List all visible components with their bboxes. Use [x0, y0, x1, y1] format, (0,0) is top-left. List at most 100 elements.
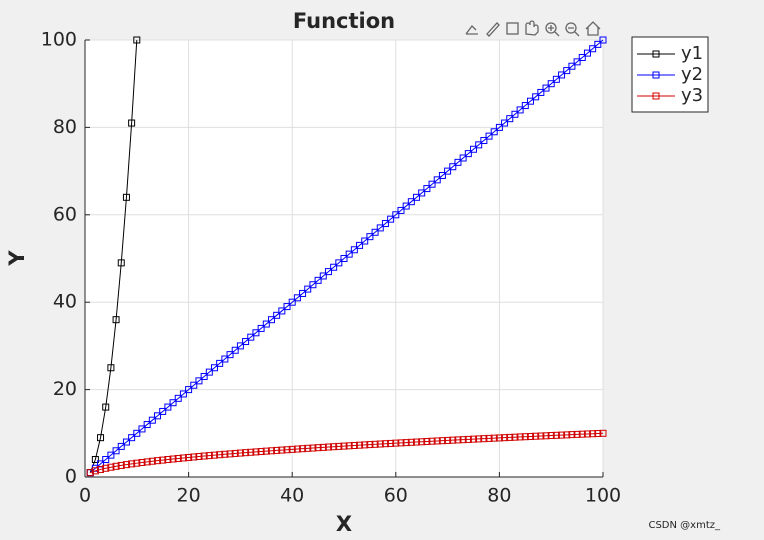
- marker: [138, 458, 146, 466]
- marker: [402, 202, 410, 210]
- y-tick-label: 20: [53, 378, 77, 400]
- marker: [480, 137, 488, 145]
- marker: [558, 71, 566, 79]
- marker: [319, 443, 327, 451]
- marker: [164, 456, 172, 464]
- marker: [568, 431, 576, 439]
- x-tick-label: 60: [384, 485, 408, 507]
- marker: [361, 441, 369, 449]
- marker: [578, 430, 586, 438]
- zoom-out-icon[interactable]: [565, 22, 577, 34]
- marker: [273, 446, 281, 454]
- marker: [309, 444, 317, 452]
- marker: [407, 198, 415, 206]
- legend-marker: [652, 92, 660, 100]
- datatip-icon[interactable]: [506, 22, 519, 35]
- marker: [444, 167, 452, 175]
- legend-marker: [652, 50, 660, 58]
- marker: [211, 364, 218, 372]
- marker: [148, 457, 156, 465]
- pan-icon[interactable]: [525, 20, 539, 36]
- x-axis-label: X: [336, 512, 352, 536]
- marker: [366, 233, 374, 241]
- marker: [174, 454, 182, 462]
- marker: [470, 435, 477, 443]
- marker: [133, 459, 141, 467]
- marker: [221, 450, 229, 458]
- marker: [381, 440, 389, 448]
- marker: [433, 437, 441, 445]
- marker: [164, 403, 172, 411]
- marker: [309, 281, 317, 289]
- marker: [112, 316, 120, 324]
- marker: [247, 448, 255, 456]
- marker: [470, 145, 477, 153]
- marker: [185, 386, 193, 394]
- home-icon[interactable]: [585, 21, 601, 36]
- y-tick-label: 0: [65, 466, 77, 488]
- marker: [324, 443, 332, 451]
- marker: [314, 276, 322, 284]
- marker: [381, 220, 389, 228]
- marker: [97, 434, 105, 442]
- marker: [371, 440, 379, 448]
- y-tick-label: 80: [53, 116, 77, 138]
- marker: [257, 448, 265, 456]
- marker: [102, 464, 110, 472]
- marker: [304, 444, 312, 452]
- marker: [205, 452, 213, 460]
- marker: [573, 58, 581, 66]
- marker: [200, 452, 208, 460]
- marker: [122, 193, 130, 201]
- marker: [267, 316, 275, 324]
- legend-marker: [652, 71, 660, 79]
- marker: [537, 88, 545, 96]
- marker: [117, 461, 125, 469]
- marker: [397, 439, 405, 447]
- marker: [350, 441, 358, 449]
- y-axis-label: Y: [5, 250, 29, 267]
- marker: [418, 438, 426, 446]
- marker: [330, 443, 338, 451]
- marker: [195, 377, 203, 385]
- x-tick-label: 0: [79, 485, 91, 507]
- marker: [594, 40, 602, 48]
- marker: [293, 445, 301, 453]
- legend-label: y2: [681, 64, 703, 85]
- marker: [159, 456, 167, 464]
- marker: [154, 457, 162, 465]
- marker: [350, 246, 358, 254]
- marker: [283, 303, 291, 311]
- marker: [252, 448, 260, 456]
- marker: [236, 449, 244, 457]
- marker: [107, 451, 115, 459]
- marker: [288, 445, 296, 453]
- marker: [542, 432, 550, 440]
- marker: [454, 158, 462, 166]
- marker: [558, 431, 566, 439]
- brush-icon[interactable]: [486, 22, 500, 37]
- marker: [361, 237, 369, 245]
- export-icon[interactable]: [465, 25, 478, 35]
- marker: [169, 399, 177, 407]
- marker: [563, 431, 571, 439]
- marker: [392, 439, 400, 447]
- marker: [516, 433, 524, 441]
- y-tick-label: 60: [53, 203, 77, 225]
- zoom-in-icon[interactable]: [545, 22, 557, 34]
- marker: [143, 421, 151, 429]
- marker: [371, 228, 379, 236]
- marker: [174, 394, 182, 402]
- marker: [86, 469, 94, 477]
- marker: [506, 433, 514, 441]
- marker: [495, 434, 503, 442]
- marker: [91, 467, 99, 475]
- marker: [128, 434, 136, 442]
- marker: [449, 163, 457, 171]
- marker: [428, 180, 436, 188]
- marker: [526, 97, 534, 105]
- marker: [340, 255, 348, 262]
- marker: [511, 433, 519, 441]
- marker: [526, 432, 534, 440]
